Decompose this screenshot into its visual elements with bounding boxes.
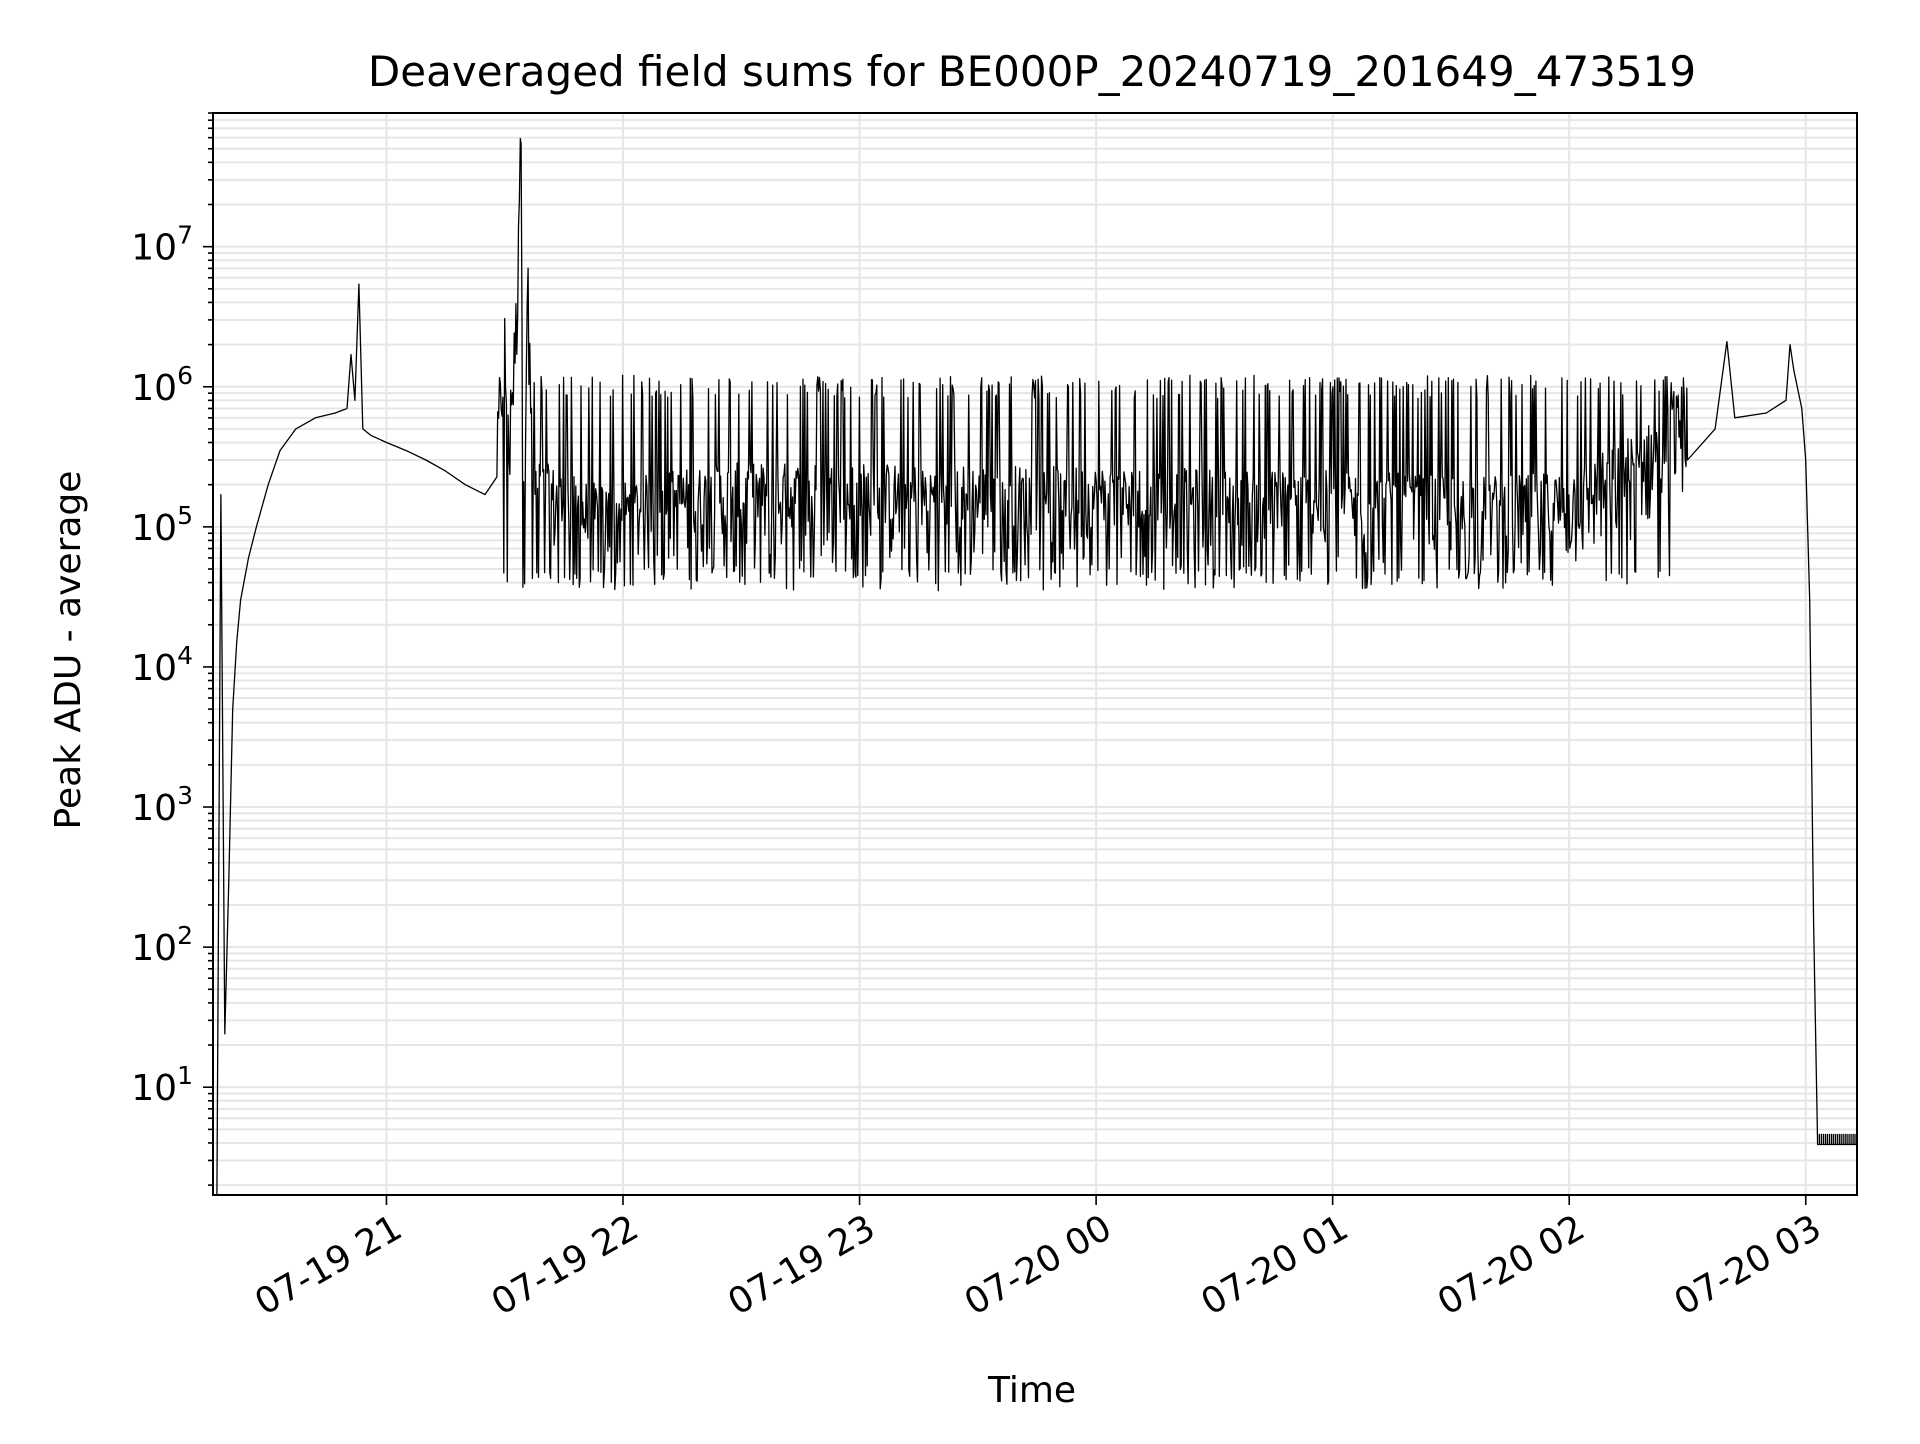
data-line-layer xyxy=(216,137,1858,1196)
y-tick-label: 102 xyxy=(131,921,193,969)
plot-frame xyxy=(212,112,1858,1196)
data-series-line xyxy=(216,137,1858,1196)
x-axis-label: Time xyxy=(987,1370,1076,1411)
y-tick-label: 103 xyxy=(131,781,193,829)
y-tick-label: 105 xyxy=(131,501,193,549)
y-axis-ticks: 101 102 103 104 105 106 107 xyxy=(131,112,213,1186)
y-tick-label: 107 xyxy=(131,221,193,269)
chart-title: Deaveraged field sums for BE000P_2024071… xyxy=(368,47,1696,96)
y-tick-label: 106 xyxy=(131,361,193,409)
y-axis-label: Peak ADU - average xyxy=(48,471,89,830)
y-tick-label: 101 xyxy=(131,1061,193,1109)
grid xyxy=(213,112,1857,1195)
y-tick-label: 104 xyxy=(131,641,193,689)
